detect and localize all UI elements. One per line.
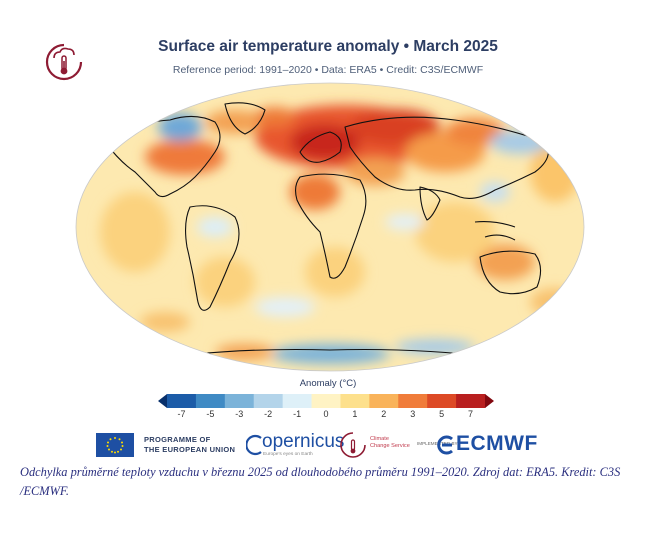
colorbar-tick-label: 0 [323, 409, 329, 419]
colorbar-tick-label: -7 [177, 409, 186, 419]
eu-flag-icon [96, 433, 134, 457]
colorbar-segment [311, 394, 341, 408]
eu-programme-label: PROGRAMME OF THE EUROPEAN UNION [144, 435, 235, 455]
partner-logos: PROGRAMME OF THE EUROPEAN UNION opernicu… [96, 429, 566, 461]
copernicus-tagline: Europe's eyes on Earth [263, 452, 313, 457]
colorbar-segment [427, 394, 457, 408]
c3s-line-2: Change Service [370, 443, 410, 449]
colorbar-tick-label: 2 [381, 409, 387, 419]
colorbar-tick-label: 5 [439, 409, 445, 419]
colorbar-segment [167, 394, 197, 408]
colorbar-tick-label: 3 [410, 409, 416, 419]
copernicus-c-icon [246, 434, 262, 456]
colorbar-ticks: -7 -5 -3 -2 -1 0 1 2 3 5 7 [0, 409, 656, 423]
eu-line-1: PROGRAMME OF [144, 435, 211, 444]
colorbar-segment [340, 394, 370, 408]
eu-line-2: THE EUROPEAN UNION [144, 445, 236, 454]
colorbar-tick-label: -5 [206, 409, 215, 419]
colorbar-segment [195, 394, 226, 408]
colorbar-segment [224, 394, 255, 408]
temperature-anomaly-map [75, 82, 585, 372]
colorbar-tick-label: 7 [468, 409, 474, 419]
colorbar-tick-label: -2 [264, 409, 273, 419]
colorbar-segment [253, 394, 284, 408]
colorbar-segment [456, 394, 486, 408]
implemented-by-label: IMPLEMENTED BY [417, 441, 458, 446]
colorbar-extend-low [158, 394, 167, 408]
colorbar-extend-high [485, 394, 494, 408]
ecmwf-logo: ECMWF [456, 432, 538, 455]
colorbar-tick-label: -3 [235, 409, 244, 419]
c3s-thermometer-icon [340, 432, 366, 458]
c3s-line-1: Climate [370, 436, 389, 442]
colorbar-tick-label: -1 [293, 409, 302, 419]
thermometer-cloud-icon [45, 43, 83, 81]
colorbar-tick-label: 1 [352, 409, 358, 419]
figure-caption: Odchylka průměrné teploty vzduchu v břez… [20, 465, 621, 498]
legend-title: Anomaly (°C) [299, 378, 357, 389]
colorbar [158, 394, 494, 408]
copernicus-logo: opernicus [262, 431, 345, 452]
colorbar-segment [398, 394, 428, 408]
page-subtitle: Reference period: 1991–2020 • Data: ERA5… [172, 64, 484, 76]
c3s-label: Climate Change Service [370, 436, 410, 450]
page-title: Surface air temperature anomaly • March … [158, 38, 498, 55]
colorbar-segment [282, 394, 313, 408]
colorbar-segment [369, 394, 399, 408]
ecmwf-mark-icon [437, 435, 453, 455]
